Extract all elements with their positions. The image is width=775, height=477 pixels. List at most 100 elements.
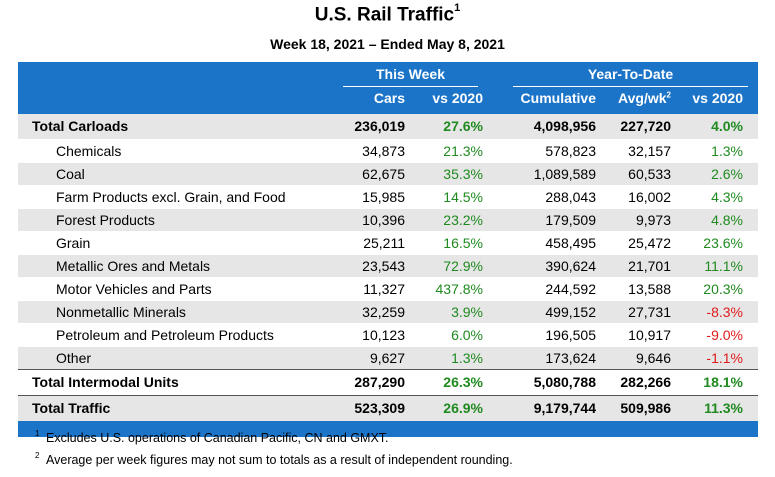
cell-cars: 25,211 xyxy=(363,235,405,251)
cell-avgwk: 21,701 xyxy=(628,258,671,274)
cell-avgwk: 10,917 xyxy=(628,327,671,343)
row-label: Farm Products excl. Grain, and Food xyxy=(56,189,286,205)
table-header: This Week Year-To-Date Cars vs 2020 Cumu… xyxy=(18,62,758,114)
cell-week-vs2020: 27.6% xyxy=(443,118,483,134)
row-label: Total Carloads xyxy=(32,118,129,134)
title-footnote-marker: 1 xyxy=(454,2,461,14)
table-footer-bar xyxy=(18,421,758,437)
cell-avgwk: 25,472 xyxy=(628,235,671,251)
cell-avgwk: 509,986 xyxy=(620,400,671,416)
table-row: Total Traffic 523,309 26.9% 9,179,744 509,98… xyxy=(18,396,758,421)
cell-week-vs2020: 16.5% xyxy=(443,235,483,251)
cell-ytd-vs2020: 18.1% xyxy=(703,374,743,390)
cell-cumulative: 578,823 xyxy=(545,143,596,159)
cell-cars: 23,543 xyxy=(362,258,405,274)
footnote: 2 Average per week figures may not sum to… xyxy=(35,449,513,471)
cell-cars: 32,259 xyxy=(362,304,405,320)
group-header-ytd: Year-To-Date xyxy=(508,66,753,87)
cell-week-vs2020: 437.8% xyxy=(435,281,483,297)
cell-cumulative: 9,179,744 xyxy=(533,400,596,416)
cell-week-vs2020: 1.3% xyxy=(451,350,483,366)
cell-avgwk: 27,731 xyxy=(628,304,671,320)
cell-ytd-vs2020: -8.3% xyxy=(706,304,743,320)
cell-ytd-vs2020: 20.3% xyxy=(703,281,743,297)
cell-cumulative: 179,509 xyxy=(545,212,596,228)
table-row: Coal 62,675 35.3% 1,089,589 60,533 2.6% xyxy=(18,163,758,185)
table-body: Total Carloads 236,019 27.6% 4,098,956 227,7… xyxy=(18,114,758,421)
cell-week-vs2020: 6.0% xyxy=(451,327,483,343)
table-row: Chemicals 34,873 21.3% 578,823 32,157 1.3% xyxy=(18,140,758,162)
footnote-text: Excludes U.S. operations of Canadian Pac… xyxy=(46,431,389,445)
cell-avgwk: 9,973 xyxy=(635,212,671,228)
table-row: Grain 25,211 16.5% 458,495 25,472 23.6% xyxy=(18,232,758,254)
page-title: U.S. Rail Traffic1 xyxy=(0,2,775,26)
footnote: 1 Excludes U.S. operations of Canadian Pa… xyxy=(35,427,513,449)
cell-cars: 523,309 xyxy=(354,400,405,416)
cell-cars: 287,290 xyxy=(354,374,405,390)
cell-cars: 236,019 xyxy=(354,118,405,134)
row-label: Coal xyxy=(56,166,85,182)
cell-cars: 9,627 xyxy=(369,350,405,366)
cell-avgwk: 227,720 xyxy=(620,118,671,134)
cell-avgwk: 32,157 xyxy=(628,143,671,159)
cell-ytd-vs2020: -9.0% xyxy=(706,327,743,343)
cell-week-vs2020: 23.2% xyxy=(443,212,483,228)
table-row: Forest Products 10,396 23.2% 179,509 9,973 4.… xyxy=(18,209,758,231)
cell-cars: 15,985 xyxy=(362,189,405,205)
cell-week-vs2020: 72.9% xyxy=(443,258,483,274)
cell-ytd-vs2020: 4.8% xyxy=(711,212,743,228)
cell-cumulative: 173,624 xyxy=(545,350,596,366)
row-label: Grain xyxy=(56,235,91,251)
cell-cars: 34,873 xyxy=(362,143,405,159)
col-header-vs2020-week: vs 2020 xyxy=(432,90,483,106)
cell-week-vs2020: 26.3% xyxy=(443,374,483,390)
cell-avgwk: 9,646 xyxy=(635,350,671,366)
cell-ytd-vs2020: 4.0% xyxy=(711,118,743,134)
cell-cumulative: 196,505 xyxy=(545,327,596,343)
table-row: Motor Vehicles and Parts 11,327 437.8% 244,… xyxy=(18,278,758,300)
table-row: Metallic Ores and Metals 23,543 72.9% 390,6… xyxy=(18,255,758,277)
table-row: Other 9,627 1.3% 173,624 9,646 -1.1% xyxy=(18,347,758,369)
col-header-avgwk: Avg/wk2 xyxy=(618,90,671,106)
row-label: Petroleum and Petroleum Products xyxy=(56,327,274,343)
table-row: Total Intermodal Units 287,290 26.3% 5,080,… xyxy=(18,370,758,395)
cell-cars: 62,675 xyxy=(362,166,405,182)
col-header-cars: Cars xyxy=(373,90,405,106)
cell-cumulative: 1,089,589 xyxy=(533,166,596,182)
cell-week-vs2020: 26.9% xyxy=(443,400,483,416)
cell-week-vs2020: 3.9% xyxy=(451,304,483,320)
cell-week-vs2020: 35.3% xyxy=(443,166,483,182)
cell-week-vs2020: 14.5% xyxy=(443,189,483,205)
cell-cumulative: 244,592 xyxy=(545,281,596,297)
cell-ytd-vs2020: 4.3% xyxy=(711,189,743,205)
title-text: U.S. Rail Traffic xyxy=(314,4,455,26)
cell-avgwk: 16,002 xyxy=(628,189,671,205)
cell-ytd-vs2020: 1.3% xyxy=(711,143,743,159)
cell-ytd-vs2020: 11.3% xyxy=(704,400,743,416)
cell-cars: 10,396 xyxy=(362,212,405,228)
page-subtitle: Week 18, 2021 – Ended May 8, 2021 xyxy=(270,36,505,52)
cell-avgwk: 60,533 xyxy=(628,166,671,182)
group-header-this-week: This Week xyxy=(333,66,488,87)
cell-cumulative: 458,495 xyxy=(545,235,596,251)
row-label: Forest Products xyxy=(56,212,155,228)
table-row: Total Carloads 236,019 27.6% 4,098,956 227,7… xyxy=(18,114,758,139)
cell-ytd-vs2020: 11.1% xyxy=(704,258,743,274)
table-row: Nonmetallic Minerals 32,259 3.9% 499,152 27,… xyxy=(18,301,758,323)
footnotes: 1 Excludes U.S. operations of Canadian Pa… xyxy=(35,427,513,471)
row-label: Metallic Ores and Metals xyxy=(56,258,211,274)
row-label: Motor Vehicles and Parts xyxy=(56,281,212,297)
rail-traffic-table: This Week Year-To-Date Cars vs 2020 Cumu… xyxy=(18,62,758,437)
table-row: Petroleum and Petroleum Products 10,123 6.… xyxy=(18,324,758,346)
footnote-number: 1 xyxy=(35,429,40,438)
divider xyxy=(18,395,758,396)
cell-avgwk: 13,588 xyxy=(628,281,671,297)
cell-cumulative: 499,152 xyxy=(545,304,596,320)
col-header-cumulative: Cumulative xyxy=(520,90,596,106)
cell-week-vs2020: 21.3% xyxy=(443,143,483,159)
table-row: Farm Products excl. Grain, and Food 15,98… xyxy=(18,186,758,208)
cell-cars: 11,327 xyxy=(363,281,405,297)
cell-cumulative: 288,043 xyxy=(545,189,596,205)
cell-cumulative: 4,098,956 xyxy=(533,118,596,134)
cell-cumulative: 390,624 xyxy=(545,258,596,274)
